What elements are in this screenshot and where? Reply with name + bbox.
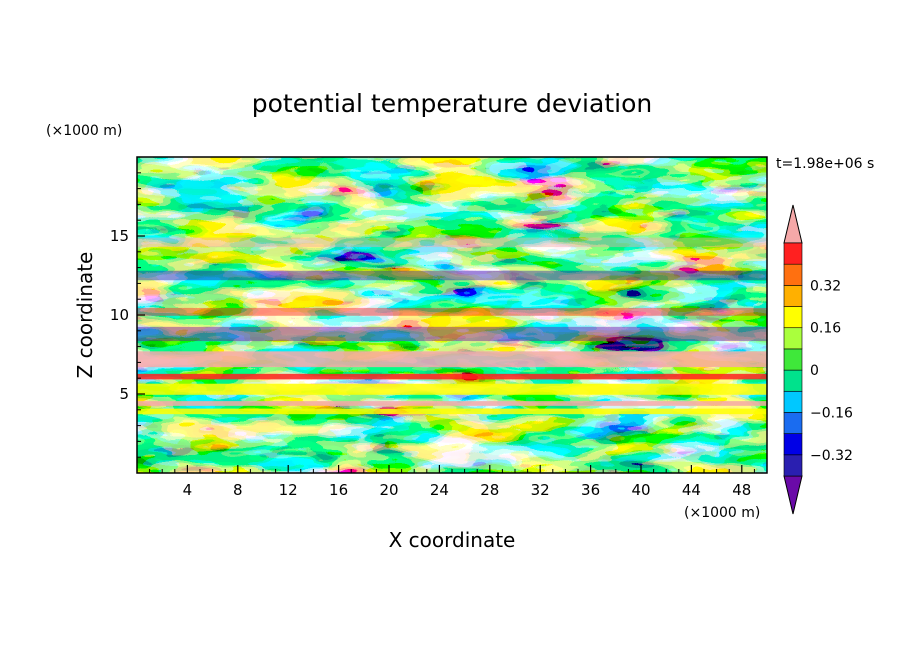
y-tick-label: 5 — [119, 385, 129, 403]
time-label: t=1.98e+06 s — [776, 156, 874, 172]
colorbar-box — [783, 433, 803, 456]
heatmap-bands — [137, 237, 767, 415]
x-axis: 4 8 12 16 20 24 28 32 36 40 44 48 — [149, 465, 755, 499]
x-tick-label: 8 — [233, 481, 243, 499]
colorbar-box — [783, 369, 803, 392]
colorbar: 0.32 0.16 0 −0.16 −0.32 — [783, 204, 853, 515]
x-tick-label: 44 — [682, 481, 701, 499]
colorbar-box — [783, 454, 803, 477]
colorbar-box — [783, 327, 803, 350]
colorbar-upper-arrow — [783, 204, 803, 244]
colorbar-tick-label: 0.16 — [810, 321, 841, 337]
x-tick-label: 28 — [480, 481, 499, 499]
colorbar-tick-label: 0 — [810, 363, 819, 379]
y-axis: 5 10 15 — [110, 172, 145, 458]
x-tick-label: 36 — [581, 481, 600, 499]
heatmap-band — [137, 401, 767, 406]
colorbar-tick-label: −0.16 — [810, 405, 853, 421]
x-tick-label: 24 — [430, 481, 449, 499]
plot-area — [136, 156, 768, 474]
heatmap-band — [137, 351, 767, 368]
x-unit-label: (×1000 m) — [684, 505, 760, 521]
x-axis-label: X coordinate — [389, 528, 516, 552]
heatmap-band — [137, 237, 767, 248]
x-tick-label: 4 — [183, 481, 193, 499]
colorbar-box — [783, 390, 803, 413]
colorbar-box — [783, 412, 803, 434]
colorbar-tick-label: −0.32 — [810, 448, 853, 464]
heatmap-band — [137, 270, 767, 281]
x-tick-label: 20 — [379, 481, 398, 499]
heatmap-band — [137, 408, 767, 415]
x-tick-label: 40 — [631, 481, 650, 499]
y-tick-label: 15 — [110, 227, 129, 245]
x-tick-label: 12 — [279, 481, 298, 499]
colorbar-box — [783, 263, 803, 286]
heatmap-texture — [137, 157, 767, 473]
y-tick-label: 10 — [110, 306, 129, 324]
y-axis-label: Z coordinate — [73, 252, 97, 379]
heatmap-band — [137, 373, 767, 380]
chart-title: potential temperature deviation — [252, 89, 652, 118]
x-tick-label: 48 — [732, 481, 751, 499]
colorbar-lower-arrow — [783, 475, 803, 515]
x-tick-label: 16 — [329, 481, 348, 499]
heatmap-band — [137, 383, 767, 395]
colorbar-box — [783, 306, 803, 329]
x-tick-label: 32 — [531, 481, 550, 499]
heatmap-band — [137, 307, 767, 316]
heatmap-band — [137, 326, 767, 342]
colorbar-box — [783, 285, 803, 307]
colorbar-tick-label: 0.32 — [810, 278, 841, 294]
colorbar-box — [783, 348, 803, 371]
colorbar-box — [783, 242, 803, 265]
y-unit-label: (×1000 m) — [46, 123, 122, 139]
